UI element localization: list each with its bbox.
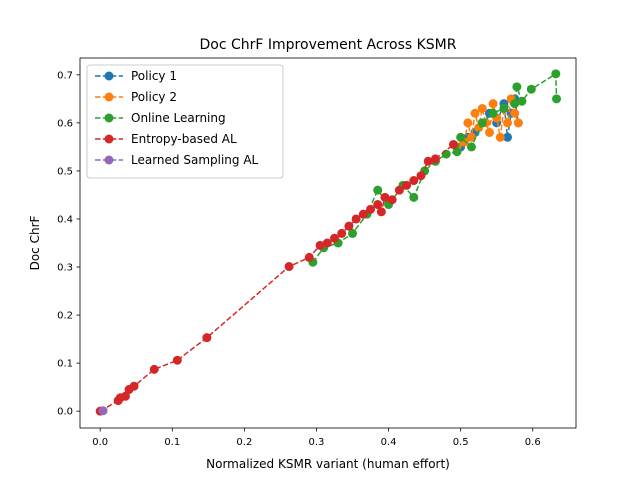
legend-marker-2 bbox=[104, 113, 114, 123]
legend-entry-3: Entropy-based AL bbox=[95, 132, 237, 146]
data-point-1-2 bbox=[463, 118, 473, 128]
data-point-0-7 bbox=[503, 132, 513, 142]
data-point-3-9 bbox=[284, 262, 294, 272]
data-point-1-8 bbox=[484, 127, 494, 137]
data-point-3-20 bbox=[376, 207, 386, 217]
data-point-2-18 bbox=[510, 99, 520, 109]
data-point-2-23 bbox=[552, 94, 562, 104]
data-point-3-3 bbox=[120, 391, 130, 401]
data-point-3-19 bbox=[373, 200, 383, 210]
legend-marker-3 bbox=[104, 134, 114, 144]
data-point-3-22 bbox=[387, 195, 397, 205]
data-point-1-9 bbox=[488, 99, 498, 109]
data-point-4-0 bbox=[98, 406, 108, 416]
x-tick-label-5: 0.5 bbox=[453, 437, 469, 448]
data-point-3-28 bbox=[430, 154, 440, 164]
legend-entry-2: Online Learning bbox=[95, 111, 226, 125]
data-point-2-13 bbox=[456, 132, 466, 142]
data-point-3-14 bbox=[337, 228, 347, 238]
y-tick-label-5: 0.5 bbox=[57, 166, 73, 177]
x-tick-label-0: 0.0 bbox=[92, 437, 108, 448]
legend-label-0: Policy 1 bbox=[131, 69, 177, 83]
x-tick-label-3: 0.3 bbox=[309, 437, 325, 448]
data-point-2-21 bbox=[526, 84, 536, 94]
data-point-3-12 bbox=[322, 238, 332, 248]
data-point-2-8 bbox=[409, 192, 419, 202]
y-tick-label-2: 0.2 bbox=[57, 311, 73, 322]
data-point-3-24 bbox=[402, 180, 412, 190]
legend-box bbox=[86, 64, 284, 179]
data-point-1-3 bbox=[466, 132, 476, 142]
plot-frame bbox=[79, 57, 577, 429]
x-tick-label-2: 0.2 bbox=[236, 437, 252, 448]
data-point-1-13 bbox=[503, 118, 513, 128]
y-tick-label-1: 0.1 bbox=[57, 359, 73, 370]
legend-label-2: Online Learning bbox=[131, 111, 226, 125]
data-point-3-18 bbox=[366, 204, 376, 214]
data-point-2-12 bbox=[452, 147, 462, 157]
y-axis-ticks: 0.0 0.1 0.2 0.3 0.4 0.5 0.6 0.7 bbox=[57, 70, 80, 418]
chart-title: Doc ChrF Improvement Across KSMR bbox=[200, 37, 457, 53]
legend: Policy 1 Policy 2 Online Learning Entropy-b… bbox=[86, 64, 284, 179]
legend-marker-1 bbox=[104, 92, 114, 102]
data-point-3-26 bbox=[416, 171, 426, 181]
data-point-3-29 bbox=[448, 139, 458, 149]
data-point-1-15 bbox=[510, 108, 520, 118]
legend-label-1: Policy 2 bbox=[131, 90, 177, 104]
data-point-2-15 bbox=[477, 118, 487, 128]
x-tick-label-1: 0.1 bbox=[164, 437, 180, 448]
data-point-3-25 bbox=[409, 176, 419, 186]
data-point-3-5 bbox=[129, 381, 139, 391]
data-point-3-17 bbox=[358, 209, 368, 219]
y-tick-label-7: 0.7 bbox=[57, 70, 73, 81]
legend-marker-4 bbox=[104, 155, 114, 165]
data-point-3-27 bbox=[423, 156, 433, 166]
x-tick-label-4: 0.4 bbox=[381, 437, 397, 448]
data-point-2-3 bbox=[348, 228, 358, 238]
x-axis-label: Normalized KSMR variant (human effort) bbox=[206, 457, 450, 471]
data-point-2-22 bbox=[551, 69, 561, 79]
data-point-3-21 bbox=[380, 192, 390, 202]
legend-label-3: Entropy-based AL bbox=[131, 132, 237, 146]
legend-entry-4: Learned Sampling AL bbox=[95, 153, 259, 167]
data-point-3-23 bbox=[394, 185, 404, 195]
data-point-3-10 bbox=[304, 252, 314, 262]
data-point-2-14 bbox=[466, 142, 476, 152]
series-3 bbox=[95, 139, 458, 416]
x-tick-label-6: 0.6 bbox=[525, 437, 541, 448]
data-point-2-19 bbox=[512, 82, 522, 92]
legend-marker-0 bbox=[104, 71, 114, 81]
data-point-3-16 bbox=[351, 214, 361, 224]
y-axis-label: Doc ChrF bbox=[28, 216, 42, 271]
data-point-3-8 bbox=[202, 333, 212, 343]
x-axis-ticks: 0.0 0.1 0.2 0.3 0.4 0.5 0.6 bbox=[92, 428, 541, 448]
data-point-3-13 bbox=[329, 233, 339, 243]
data-point-2-17 bbox=[499, 103, 509, 113]
y-tick-label-4: 0.4 bbox=[57, 214, 73, 225]
legend-entry-0: Policy 1 bbox=[95, 69, 177, 83]
y-tick-label-0: 0.0 bbox=[57, 407, 73, 418]
data-point-1-16 bbox=[513, 118, 523, 128]
data-point-3-6 bbox=[149, 364, 159, 374]
y-tick-label-6: 0.6 bbox=[57, 118, 73, 129]
data-point-3-7 bbox=[172, 355, 182, 365]
data-point-3-11 bbox=[315, 240, 325, 250]
series-layer bbox=[95, 69, 562, 416]
series-4 bbox=[98, 406, 108, 416]
y-tick-label-3: 0.3 bbox=[57, 263, 73, 274]
data-point-1-4 bbox=[470, 108, 480, 118]
legend-entry-1: Policy 2 bbox=[95, 90, 177, 104]
data-point-2-5 bbox=[373, 185, 383, 195]
legend-label-4: Learned Sampling AL bbox=[131, 153, 259, 167]
data-point-3-15 bbox=[344, 221, 354, 231]
data-point-2-16 bbox=[488, 108, 498, 118]
data-point-1-11 bbox=[495, 132, 505, 142]
data-point-2-20 bbox=[517, 96, 527, 106]
data-point-1-6 bbox=[477, 103, 487, 113]
